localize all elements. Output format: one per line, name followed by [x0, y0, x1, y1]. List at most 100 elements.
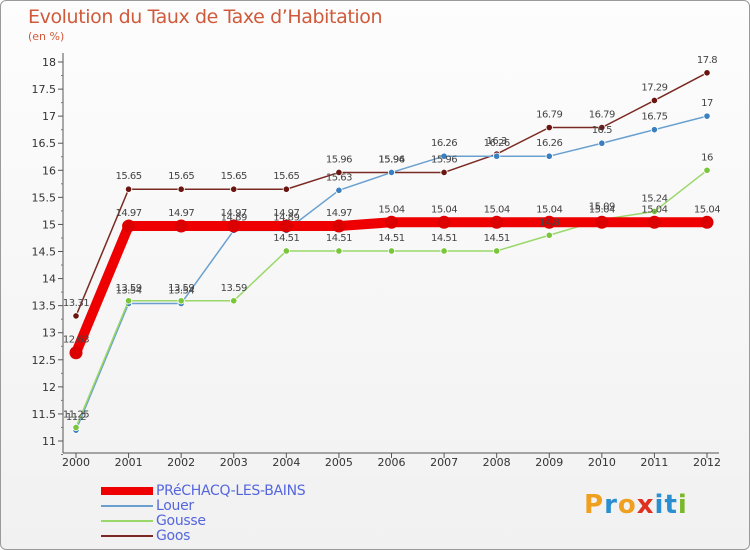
x-tick-label: 2001 [115, 456, 143, 469]
data-label-pr-chacq-les-bains: 15.04 [589, 204, 615, 215]
data-point-gousse [124, 297, 133, 305]
logo-letter: o [617, 490, 637, 520]
logo-letter: t [664, 490, 678, 520]
x-tick-label: 2009 [535, 456, 563, 469]
data-label-pr-chacq-les-bains: 14.97 [326, 208, 352, 219]
legend-swatch [101, 505, 153, 507]
data-point-goos [440, 168, 448, 177]
y-tick-label: 15 [42, 218, 56, 231]
legend-swatch [101, 520, 153, 522]
data-point-goos [335, 168, 343, 177]
data-point-louer [387, 168, 396, 177]
logo-letter: i [654, 490, 665, 520]
data-label-goos: 15.65 [273, 171, 299, 182]
data-label-goos: 17.29 [641, 82, 667, 93]
data-label-gousse: 15.09 [589, 202, 615, 213]
data-point-louer [703, 112, 711, 120]
x-tick-label: 2003 [220, 456, 248, 469]
data-label-pr-chacq-les-bains: 15.04 [694, 204, 720, 215]
x-tick-label: 2004 [272, 456, 300, 469]
data-point-louer [598, 139, 606, 147]
data-label-pr-chacq-les-bains: 14.97 [221, 208, 247, 219]
data-label-pr-chacq-les-bains: 12.63 [63, 335, 89, 346]
data-point-gousse [230, 297, 238, 305]
data-point-gousse [493, 247, 501, 255]
data-label-louer: 14.89 [273, 212, 299, 223]
data-label-louer: 17 [701, 98, 713, 109]
data-point-pr-chacq-les-bains [647, 215, 661, 229]
data-label-pr-chacq-les-bains: 14.97 [116, 208, 142, 219]
chart-title: Evolution du Taux de Taxe d’Habitation [28, 6, 383, 28]
x-tick-label: 2010 [588, 456, 616, 469]
data-label-pr-chacq-les-bains: 15.04 [378, 204, 404, 215]
data-point-goos [650, 96, 659, 105]
data-label-gousse: 13.59 [221, 283, 247, 294]
legend-label: PRéCHACQ-LES-BAINS [156, 483, 306, 499]
data-label-gousse: 14.8 [539, 217, 559, 228]
data-label-louer: 16.75 [641, 112, 667, 123]
y-tick-label: 14.5 [32, 246, 57, 259]
data-label-gousse: 14.51 [431, 233, 457, 244]
data-label-louer: 13.54 [168, 285, 194, 296]
data-point-gousse [387, 247, 396, 255]
data-point-pr-chacq-les-bains [542, 215, 556, 229]
y-tick-label: 11 [42, 435, 56, 448]
data-point-gousse [703, 166, 711, 174]
data-label-louer: 16.26 [431, 138, 457, 149]
data-point-louer [493, 152, 501, 160]
data-label-goos: 15.65 [116, 171, 142, 182]
data-point-pr-chacq-les-bains [595, 215, 609, 229]
data-label-goos: 16.3 [487, 136, 507, 147]
data-label-gousse: 14.51 [484, 233, 510, 244]
x-tick-label: 2012 [693, 456, 721, 469]
x-tick-label: 2011 [640, 456, 668, 469]
data-point-goos [72, 312, 80, 320]
y-tick-label: 16 [42, 164, 56, 177]
data-label-goos: 16.79 [589, 110, 615, 121]
data-point-louer [545, 152, 553, 160]
data-label-pr-chacq-les-bains: 15.04 [641, 204, 667, 215]
data-label-goos: 15.65 [168, 171, 194, 182]
data-point-gousse [72, 423, 80, 432]
data-point-goos [282, 185, 290, 193]
x-tick-label: 2008 [483, 456, 511, 469]
data-label-goos: 15.96 [326, 154, 352, 165]
data-label-gousse: 11.25 [63, 409, 89, 420]
x-tick-label: 2005 [325, 456, 353, 469]
y-tick-label: 17.5 [32, 83, 57, 96]
data-point-pr-chacq-les-bains [174, 219, 188, 233]
data-point-pr-chacq-les-bains [69, 346, 83, 360]
data-label-pr-chacq-les-bains: 15.04 [484, 204, 510, 215]
data-label-goos: 17.8 [697, 55, 717, 66]
data-point-goos [545, 123, 553, 132]
data-point-goos [230, 185, 238, 193]
data-label-louer: 15.94 [378, 154, 404, 165]
y-tick-label: 16.5 [32, 137, 57, 150]
data-label-louer: 16.5 [592, 125, 612, 136]
data-label-pr-chacq-les-bains: 14.97 [273, 208, 299, 219]
logo-letter: x [636, 490, 655, 520]
data-point-pr-chacq-les-bains [385, 215, 398, 229]
data-point-pr-chacq-les-bains [122, 219, 136, 233]
logo-letter: i [677, 490, 688, 520]
data-point-pr-chacq-les-bains [437, 215, 451, 229]
data-point-louer [650, 126, 659, 134]
data-point-goos [598, 123, 606, 132]
proxiti-logo: Proxiti [584, 490, 688, 520]
data-point-gousse [282, 247, 290, 255]
data-label-gousse: 14.51 [378, 233, 404, 244]
data-point-louer [440, 152, 448, 160]
data-label-gousse: 14.51 [273, 233, 299, 244]
data-point-gousse [650, 207, 659, 216]
data-label-gousse: 13.59 [168, 283, 194, 294]
legend-label: Louer [156, 498, 194, 514]
data-point-pr-chacq-les-bains [332, 219, 346, 233]
data-point-pr-chacq-les-bains [227, 219, 241, 233]
data-label-gousse: 15.24 [641, 193, 667, 204]
y-tick-label: 12 [42, 381, 56, 394]
data-label-pr-chacq-les-bains: 14.97 [168, 208, 194, 219]
data-label-pr-chacq-les-bains: 15.04 [536, 204, 562, 215]
logo-letter: r [604, 490, 618, 520]
